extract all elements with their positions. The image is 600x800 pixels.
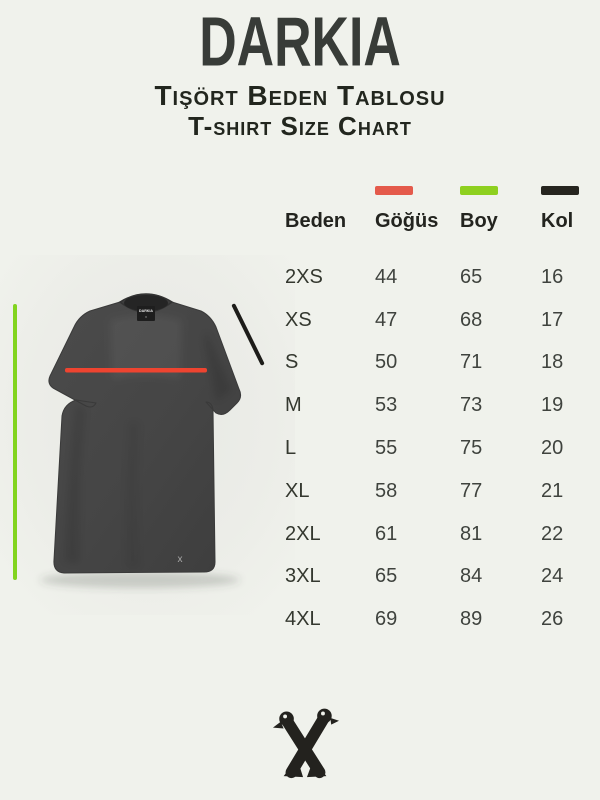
column-label: Kol	[541, 210, 574, 232]
cell-kol: 22	[541, 522, 564, 545]
table-row: M 53 73 19	[285, 384, 587, 427]
darkia-x-logo	[272, 708, 339, 779]
cell-gogus: 55	[375, 437, 398, 460]
cell-kol: 26	[541, 608, 564, 631]
cell-boy: 84	[460, 565, 483, 588]
chest-highlight	[110, 315, 182, 380]
table-row: S 50 71 18	[285, 342, 587, 385]
table-row: XS 47 68 17	[285, 299, 587, 342]
cell-kol: 17	[541, 308, 564, 331]
cell-beden: XS	[285, 308, 312, 331]
neck-label	[137, 306, 155, 321]
cell-boy: 71	[460, 351, 483, 374]
table-header-row: Beden Göğüs Boy Kol	[285, 186, 587, 232]
table-row: 4XL 69 89 26	[285, 598, 587, 641]
cell-boy: 65	[460, 265, 483, 288]
fold-shading-center	[125, 420, 140, 568]
legend-swatch-gogus	[375, 186, 413, 195]
cell-gogus: 50	[375, 351, 398, 374]
tshirt-body	[48, 293, 242, 574]
cell-gogus: 44	[375, 265, 398, 288]
sleeve-shading-right	[204, 330, 232, 402]
cell-kol: 16	[541, 265, 564, 288]
collar-opening	[124, 295, 168, 311]
hem-logo: x	[178, 554, 183, 565]
length-measure-line	[13, 304, 17, 580]
table-row: 2XS 44 65 16	[285, 256, 587, 299]
cell-boy: 89	[460, 608, 483, 631]
cell-beden: S	[285, 351, 299, 374]
neck-label-size: x	[145, 315, 147, 319]
cell-boy: 68	[460, 308, 483, 331]
column-label: Boy	[460, 210, 498, 232]
table-row: L 55 75 20	[285, 427, 587, 470]
fold-shading-left	[64, 402, 86, 564]
cell-gogus: 47	[375, 308, 398, 331]
cell-gogus: 65	[375, 565, 398, 588]
shirt-shadow	[40, 572, 240, 588]
table-body: 2XS 44 65 16 XS 47 68 17 S 50 71 18 M 53 73 19 L 55 75 20 XL…	[285, 256, 587, 641]
subtitle-english: T-shirt Size Chart	[188, 111, 412, 141]
cell-beden: 2XL	[285, 522, 321, 545]
column-header-kol: Kol	[541, 186, 587, 232]
legend-swatch-boy	[460, 186, 498, 195]
column-header-boy: Boy	[460, 186, 541, 232]
column-header-gogus: Göğüs	[375, 186, 460, 232]
cell-beden: XL	[285, 479, 310, 502]
cell-gogus: 53	[375, 394, 398, 417]
size-table: Beden Göğüs Boy Kol 2XS 44 65 16 XS 47 68 17 S 50 71 1…	[285, 186, 587, 641]
table-row: XL 58 77 21	[285, 470, 587, 513]
cell-beden: 3XL	[285, 565, 321, 588]
cell-boy: 77	[460, 479, 483, 502]
cell-gogus: 69	[375, 608, 398, 631]
column-label: Beden	[285, 210, 347, 232]
table-row: 3XL 65 84 24	[285, 556, 587, 599]
subtitle-turkish: Tişört Beden Tablosu	[154, 80, 446, 111]
legend-swatch-spacer	[285, 186, 323, 195]
cell-beden: 2XS	[285, 265, 323, 288]
cell-beden: L	[285, 437, 297, 460]
cell-kol: 18	[541, 351, 564, 374]
column-header-beden: Beden	[285, 186, 375, 232]
cell-beden: M	[285, 394, 302, 417]
tshirt-photo: DARKIA x x	[40, 293, 242, 588]
cell-kol: 20	[541, 437, 564, 460]
cell-beden: 4XL	[285, 608, 321, 631]
cell-boy: 81	[460, 522, 483, 545]
brand-logo: DARKIA	[199, 4, 401, 81]
cell-kol: 24	[541, 565, 564, 588]
cell-boy: 73	[460, 394, 483, 417]
cell-gogus: 61	[375, 522, 398, 545]
neck-label-text: DARKIA	[139, 309, 153, 313]
cell-gogus: 58	[375, 479, 398, 502]
chest-measure-line	[65, 368, 207, 373]
legend-swatch-kol	[541, 186, 579, 195]
column-label: Göğüs	[375, 210, 439, 232]
cell-kol: 19	[541, 394, 564, 417]
cell-boy: 75	[460, 437, 483, 460]
table-row: 2XL 61 81 22	[285, 513, 587, 556]
cell-kol: 21	[541, 479, 564, 502]
